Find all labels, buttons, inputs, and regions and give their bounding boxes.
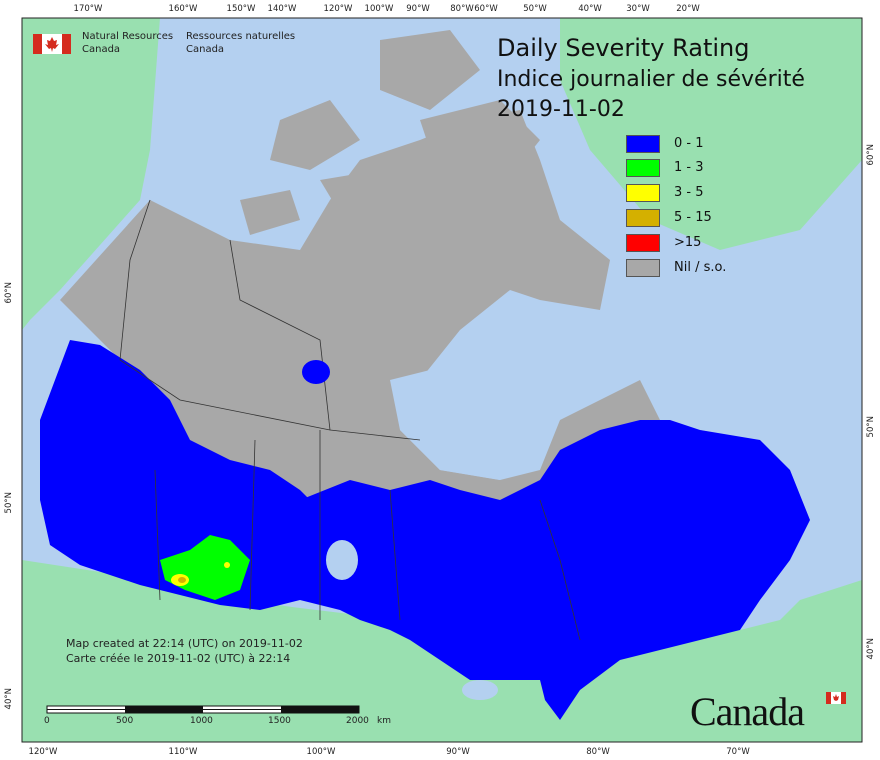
graticule-label: 80°W — [586, 747, 610, 757]
legend-swatch — [626, 135, 660, 153]
graticule-label: 70°W — [726, 747, 750, 757]
agency-en-line2: Canada — [82, 44, 121, 55]
rating-zone-yellow — [224, 562, 230, 568]
legend-swatch — [626, 184, 660, 202]
graticule-label: 40°W — [578, 4, 602, 14]
legend-swatch — [626, 234, 660, 252]
rating-zone-west — [40, 340, 330, 610]
graticule-label: 110°W — [168, 747, 198, 757]
border-yukon — [119, 199, 151, 361]
graticule-label: 60°N — [866, 144, 876, 166]
map-frame — [21, 17, 863, 743]
graticule-label: 170°W — [73, 4, 103, 14]
border-on-qc — [539, 499, 581, 641]
graticule-label: 50°N — [4, 492, 14, 514]
graticule-label: 100°W — [306, 747, 336, 757]
arctic-island — [270, 100, 360, 170]
graticule-label: 120°W — [323, 4, 353, 14]
legend-label: Nil / s.o. — [674, 260, 727, 275]
great-bear-lake — [302, 360, 330, 384]
legend-label: >15 — [674, 235, 702, 250]
graticule-label: 100°W — [364, 4, 394, 14]
canada-flag-icon — [33, 34, 71, 54]
agency-fr-line2: Canada — [186, 44, 225, 55]
graticule-label: 60°N — [4, 282, 14, 304]
scale-bar — [46, 705, 360, 714]
legend-label: 1 - 3 — [674, 160, 704, 175]
graticule-label: 80°W — [450, 4, 474, 14]
graticule-label: 30°W — [626, 4, 650, 14]
scale-unit: km — [377, 716, 391, 726]
scale-tick: 1500 — [268, 716, 291, 726]
map-title-en: Daily Severity Rating — [497, 34, 750, 62]
legend-label: 0 - 1 — [674, 136, 704, 151]
border-60n — [119, 359, 421, 441]
agency-fr-line1: Ressources naturelles — [186, 31, 296, 42]
arctic-island — [420, 100, 540, 190]
lake-superior — [462, 680, 498, 700]
lake-winnipeg — [326, 540, 358, 580]
rating-zone-east — [300, 420, 810, 720]
map-note-fr: Carte créée le 2019-11-02 (UTC) à 22:14 — [66, 652, 291, 665]
graticule-label: 40°N — [866, 638, 876, 660]
wordmark-flag-icon — [826, 692, 846, 704]
scale-tick: 0 — [44, 716, 50, 726]
graticule-label: 120°W — [28, 747, 58, 757]
legend-swatch — [626, 159, 660, 177]
arctic-island — [320, 170, 400, 230]
arctic-island — [380, 30, 480, 110]
scale-tick: 2000 — [346, 716, 369, 726]
rating-zone-gold — [178, 577, 186, 583]
graticule-label: 40°N — [4, 688, 14, 710]
border-bc-ab — [154, 469, 161, 601]
border-nwt — [229, 239, 331, 431]
graticule-label: 90°W — [406, 4, 430, 14]
legend-swatch — [626, 209, 660, 227]
map-note-en: Map created at 22:14 (UTC) on 2019-11-02 — [66, 637, 303, 650]
scale-tick: 500 — [116, 716, 134, 726]
graticule-label: 60°W — [474, 4, 498, 14]
graticule-label: 140°W — [267, 4, 297, 14]
scale-tick: 1000 — [190, 716, 213, 726]
graticule-label: 50°N — [866, 416, 876, 438]
map-title-fr: Indice journalier de sévérité — [497, 67, 805, 92]
graticule-label: 90°W — [446, 747, 470, 757]
graticule-label: 50°W — [523, 4, 547, 14]
alaska-land — [22, 18, 160, 330]
graticule-label: 150°W — [226, 4, 256, 14]
border-mb-on — [389, 489, 401, 621]
legend-label: 5 - 15 — [674, 210, 712, 225]
agency-en-line1: Natural Resources — [82, 31, 174, 42]
legend-label: 3 - 5 — [674, 185, 704, 200]
legend-swatch — [626, 259, 660, 277]
border-ab-sk — [249, 439, 256, 611]
map-date: 2019-11-02 — [497, 97, 625, 122]
graticule-label: 20°W — [676, 4, 700, 14]
arctic-island — [240, 190, 300, 235]
canada-wordmark: Canada — [690, 689, 805, 734]
hudson-bay — [390, 360, 560, 480]
graticule-label: 160°W — [168, 4, 198, 14]
